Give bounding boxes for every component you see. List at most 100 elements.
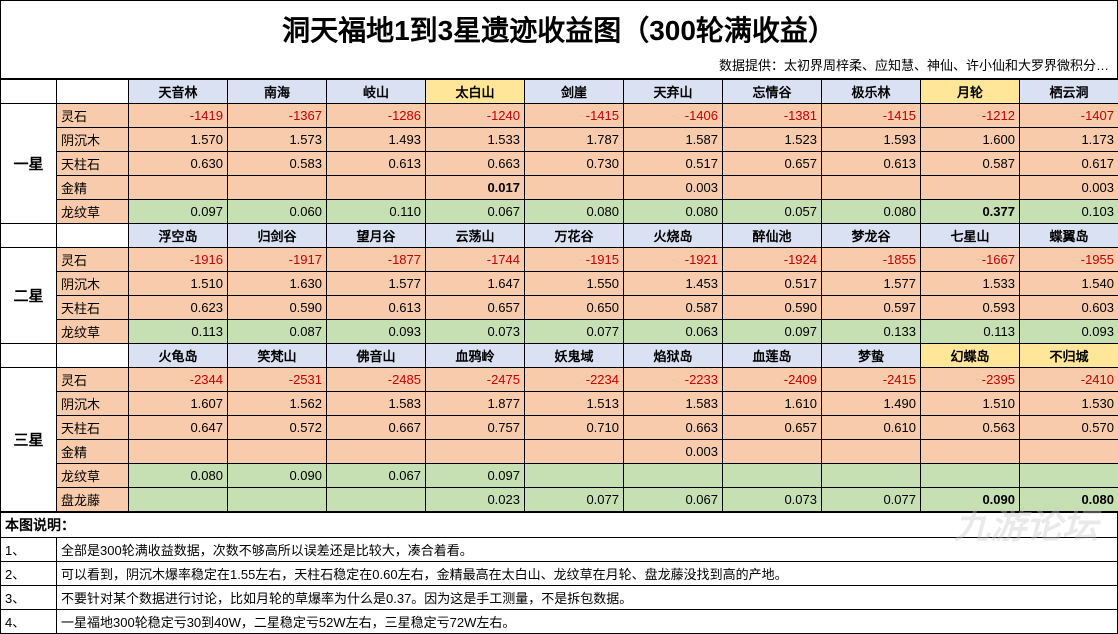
notes-table: 本图说明：1、全部是300轮满收益数据，次数不够高所以误差还是比较大，凑合着看。… [0, 512, 1118, 634]
location-header: 岐山 [327, 80, 426, 104]
value-cell: 0.657 [723, 152, 822, 176]
location-header: 云荡山 [426, 224, 525, 248]
value-cell: 1.533 [426, 128, 525, 152]
value-cell: 0.080 [1020, 488, 1118, 512]
material-label: 天柱石 [57, 416, 129, 440]
location-header: 醉仙池 [723, 224, 822, 248]
value-cell: -2410 [1020, 368, 1118, 392]
value-cell: -1286 [327, 104, 426, 128]
value-cell: 0.570 [1020, 416, 1118, 440]
value-cell: -1915 [525, 248, 624, 272]
location-header: 梦蛰 [822, 344, 921, 368]
location-header: 南海 [228, 80, 327, 104]
value-cell: 0.080 [129, 464, 228, 488]
value-cell [1020, 464, 1118, 488]
note-number: 3、 [1, 586, 57, 610]
value-cell: 1.530 [1020, 392, 1118, 416]
value-cell: 1.577 [327, 272, 426, 296]
location-header: 忘情谷 [723, 80, 822, 104]
material-label: 龙纹草 [57, 464, 129, 488]
location-header: 梦龙谷 [822, 224, 921, 248]
value-cell: 1.607 [129, 392, 228, 416]
star-label: 二星 [1, 248, 57, 344]
value-cell: 0.613 [327, 152, 426, 176]
value-cell: -1406 [624, 104, 723, 128]
value-cell: 1.630 [228, 272, 327, 296]
value-cell [228, 176, 327, 200]
value-cell: 0.003 [1020, 176, 1118, 200]
value-cell: 0.077 [525, 488, 624, 512]
value-cell: -1667 [921, 248, 1020, 272]
value-cell: 0.593 [921, 296, 1020, 320]
value-cell [327, 176, 426, 200]
value-cell: 0.067 [624, 488, 723, 512]
value-cell: -1381 [723, 104, 822, 128]
value-cell: 1.510 [129, 272, 228, 296]
location-header: 归剑谷 [228, 224, 327, 248]
value-cell: 0.377 [921, 200, 1020, 224]
location-header: 火龟岛 [129, 344, 228, 368]
value-cell: 1.787 [525, 128, 624, 152]
location-header: 妖鬼域 [525, 344, 624, 368]
location-header: 血莲岛 [723, 344, 822, 368]
material-label: 阴沉木 [57, 272, 129, 296]
value-cell: 0.097 [129, 200, 228, 224]
value-cell: 1.593 [822, 128, 921, 152]
value-cell [129, 440, 228, 464]
value-cell: 0.613 [822, 152, 921, 176]
value-cell [426, 440, 525, 464]
material-label: 阴沉木 [57, 128, 129, 152]
value-cell: 0.623 [129, 296, 228, 320]
value-cell [525, 440, 624, 464]
value-cell: 0.667 [327, 416, 426, 440]
value-cell [228, 488, 327, 512]
value-cell: 0.080 [624, 200, 723, 224]
location-header: 望月谷 [327, 224, 426, 248]
material-label: 天柱石 [57, 152, 129, 176]
value-cell [327, 440, 426, 464]
value-cell: 1.510 [921, 392, 1020, 416]
value-cell: 1.523 [723, 128, 822, 152]
value-cell [723, 440, 822, 464]
value-cell: 0.613 [327, 296, 426, 320]
value-cell: 0.090 [921, 488, 1020, 512]
value-cell: -2234 [525, 368, 624, 392]
notes-title: 本图说明： [1, 513, 1118, 538]
value-cell: 0.097 [723, 320, 822, 344]
material-label: 龙纹草 [57, 320, 129, 344]
location-header: 栖云洞 [1020, 80, 1118, 104]
value-cell: -1917 [228, 248, 327, 272]
material-label: 金精 [57, 176, 129, 200]
value-cell [327, 488, 426, 512]
value-cell: 0.587 [624, 296, 723, 320]
value-cell: 0.710 [525, 416, 624, 440]
value-cell: 1.550 [525, 272, 624, 296]
value-cell: 0.630 [129, 152, 228, 176]
note-text: 全部是300轮满收益数据，次数不够高所以误差还是比较大，凑合着看。 [57, 538, 1118, 562]
value-cell: 1.533 [921, 272, 1020, 296]
star-label: 三星 [1, 368, 57, 512]
value-cell: 1.583 [327, 392, 426, 416]
value-cell: 0.003 [624, 440, 723, 464]
value-cell: 0.563 [921, 416, 1020, 440]
value-cell: 0.663 [624, 416, 723, 440]
value-cell: 0.093 [1020, 320, 1118, 344]
value-cell: -2475 [426, 368, 525, 392]
value-cell: -2395 [921, 368, 1020, 392]
value-cell: 0.097 [426, 464, 525, 488]
value-cell: 0.647 [129, 416, 228, 440]
value-cell [822, 464, 921, 488]
value-cell: 0.610 [822, 416, 921, 440]
value-cell: 0.657 [426, 296, 525, 320]
value-cell: -1921 [624, 248, 723, 272]
value-cell: 0.103 [1020, 200, 1118, 224]
value-cell: -1407 [1020, 104, 1118, 128]
value-cell [921, 440, 1020, 464]
value-cell: 0.063 [624, 320, 723, 344]
value-cell: -1955 [1020, 248, 1118, 272]
location-header: 极乐林 [822, 80, 921, 104]
value-cell [1020, 440, 1118, 464]
value-cell: 0.517 [723, 272, 822, 296]
value-cell: 0.073 [723, 488, 822, 512]
note-number: 1、 [1, 538, 57, 562]
